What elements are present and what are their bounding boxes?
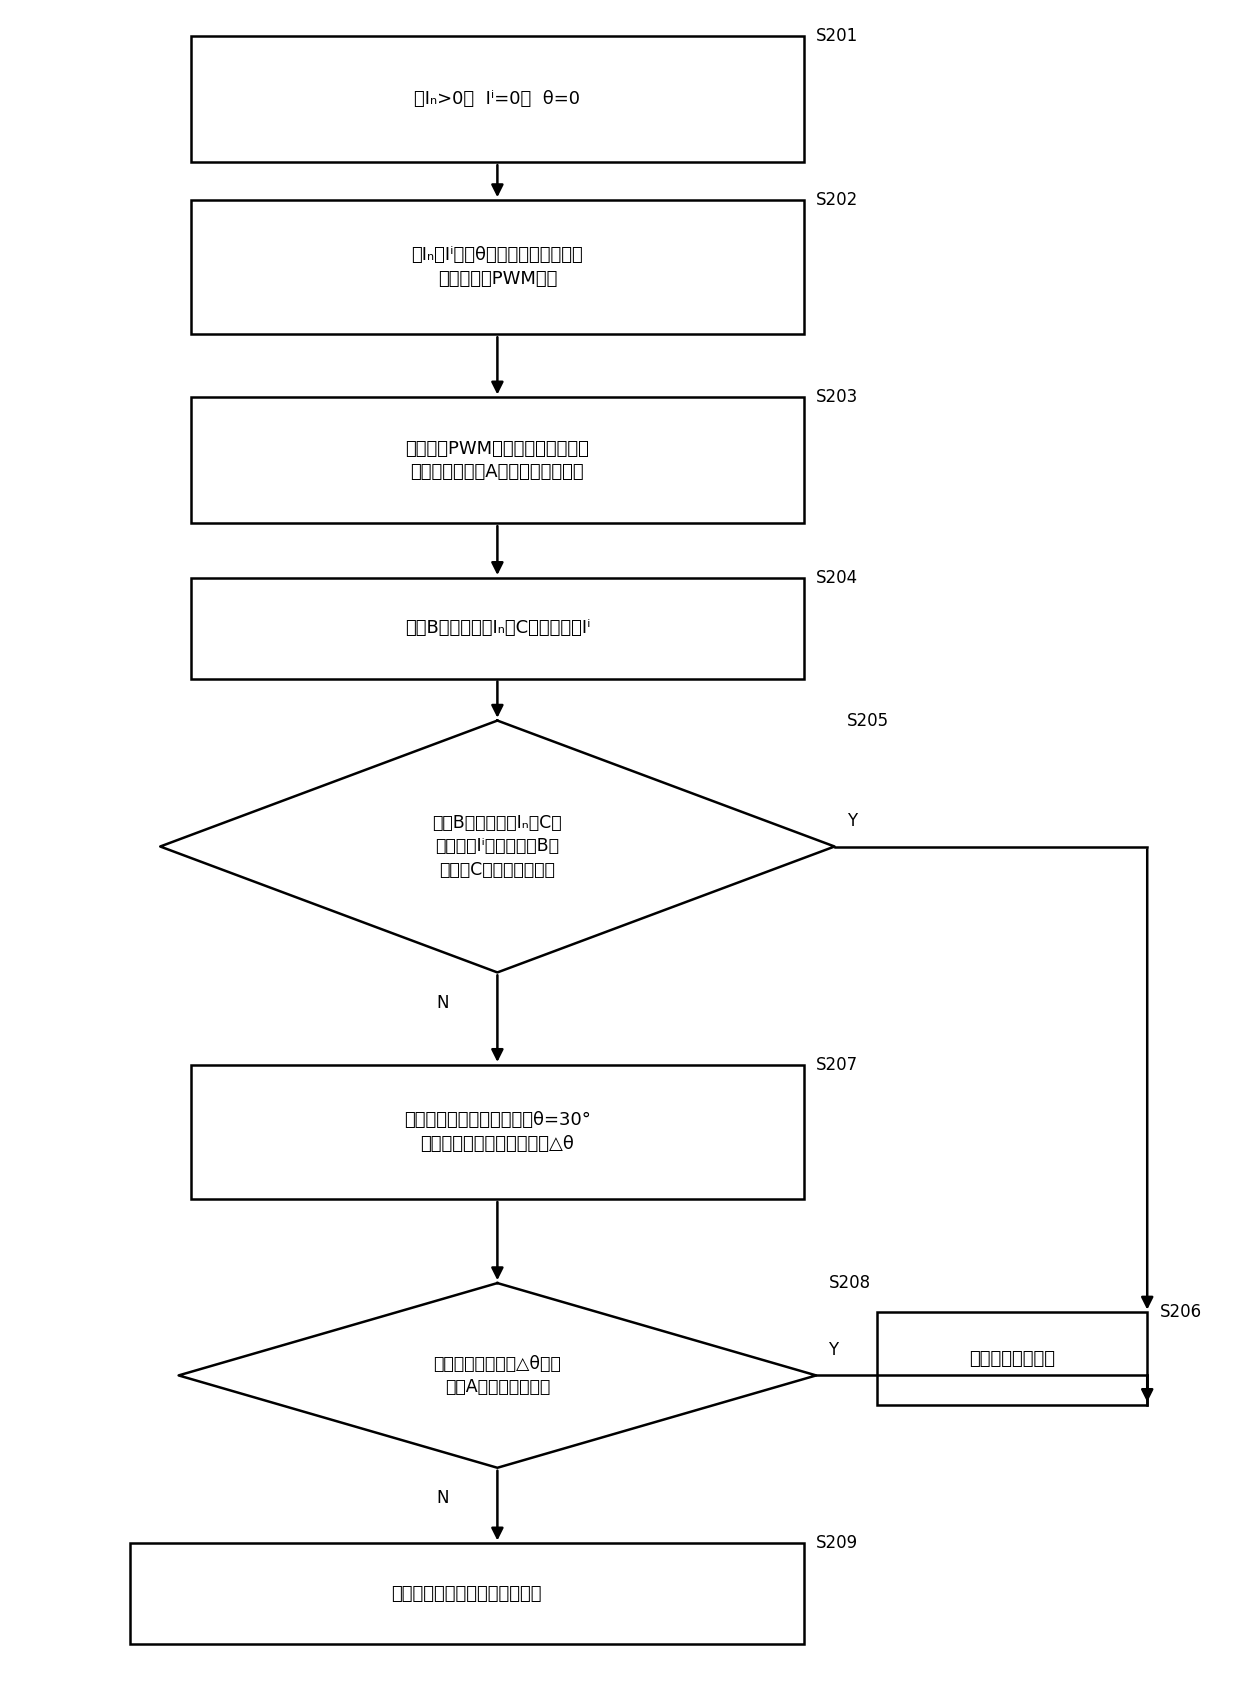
Text: Y: Y (847, 813, 857, 830)
Text: S209: S209 (816, 1534, 858, 1552)
Bar (191, 200, 804, 335)
Text: S201: S201 (816, 27, 858, 46)
Text: 控制电机旋转至转子位置角θ=30°
处，并记录电机的旋转角度△θ: 控制电机旋转至转子位置角θ=30° 处，并记录电机的旋转角度△θ (404, 1111, 590, 1153)
Text: 检测B相绕组电流Iₙ、C相绕组电流Iⁱ: 检测B相绕组电流Iₙ、C相绕组电流Iⁱ (404, 620, 590, 637)
Text: S204: S204 (816, 569, 858, 587)
Bar (878, 1312, 1147, 1405)
Bar (191, 398, 804, 523)
Text: 输出故障报警信号: 输出故障报警信号 (970, 1349, 1055, 1368)
Text: 通过B相绕组电流Iₙ和C相
绕组电流Iⁱ判断电机的B相
绕组和C相绕组是否缺相: 通过B相绕组电流Iₙ和C相 绕组电流Iⁱ判断电机的B相 绕组和C相绕组是否缺相 (433, 814, 562, 879)
Text: N: N (436, 994, 449, 1012)
Text: Y: Y (828, 1341, 838, 1359)
Text: S205: S205 (847, 711, 889, 730)
Bar (129, 1544, 804, 1644)
Text: 根据所述PWM信号驱动电机转子的
直轴定位至电机A相绕组的轴中心处: 根据所述PWM信号驱动电机转子的 直轴定位至电机A相绕组的轴中心处 (405, 440, 589, 481)
Text: 电机无缺相故障，正常启动电机: 电机无缺相故障，正常启动电机 (392, 1585, 542, 1603)
Text: 根据电机旋转角度△θ判断
电机A相绕组是否缺相: 根据电机旋转角度△θ判断 电机A相绕组是否缺相 (434, 1354, 562, 1397)
Text: N: N (436, 1490, 449, 1507)
Text: S206: S206 (1159, 1304, 1202, 1322)
Text: S203: S203 (816, 388, 858, 406)
Bar (191, 36, 804, 163)
Polygon shape (160, 721, 835, 972)
Text: 令Iₙ>0，  Iⁱ=0，  θ=0: 令Iₙ>0， Iⁱ=0， θ=0 (414, 90, 580, 108)
Bar (191, 577, 804, 679)
Text: S202: S202 (816, 191, 858, 208)
Text: 将Iₙ、Iⁱ以及θ作为参考値进行矢量
变换，生成PWM信号: 将Iₙ、Iⁱ以及θ作为参考値进行矢量 变换，生成PWM信号 (412, 247, 583, 288)
Text: S208: S208 (828, 1275, 870, 1292)
Text: S207: S207 (816, 1056, 858, 1073)
Bar (191, 1065, 804, 1199)
Polygon shape (179, 1283, 816, 1468)
